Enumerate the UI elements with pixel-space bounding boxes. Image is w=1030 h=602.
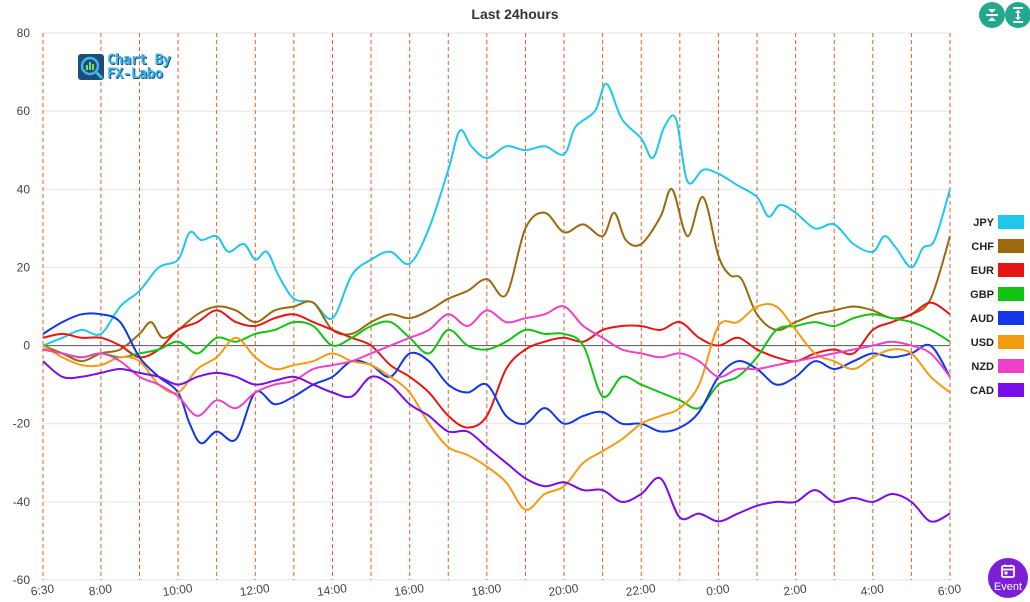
x-tick-label: 6:00 xyxy=(937,581,962,598)
x-tick-label: 22:00 xyxy=(625,581,657,599)
legend-swatch xyxy=(998,311,1024,325)
y-tick-label: -60 xyxy=(13,573,31,587)
event-button[interactable]: Event xyxy=(988,558,1028,598)
legend-swatch xyxy=(998,359,1024,373)
legend-label: EUR xyxy=(970,265,994,277)
legend-label: CAD xyxy=(970,385,994,397)
event-label: Event xyxy=(993,581,1023,593)
chart-logo-icon xyxy=(78,54,104,80)
calendar-icon xyxy=(1001,564,1015,578)
series-line-cad xyxy=(42,360,951,523)
logo-line1: Chart By xyxy=(107,52,171,68)
legend-swatch xyxy=(998,239,1024,253)
y-tick-label: -40 xyxy=(13,495,31,509)
y-tick-label: 20 xyxy=(17,260,31,274)
legend-item-aud[interactable]: AUD xyxy=(966,309,1024,333)
legend-label: CHF xyxy=(971,241,994,253)
x-tick-label: 8:00 xyxy=(88,581,113,598)
zoom-fit-button[interactable] xyxy=(979,2,1005,28)
legend-item-chf[interactable]: CHF xyxy=(966,237,1024,261)
series-line-gbp xyxy=(42,313,951,410)
series-line-jpy xyxy=(42,82,951,347)
legend-item-nzd[interactable]: NZD xyxy=(966,357,1024,381)
legend-label: NZD xyxy=(971,361,994,373)
legend-swatch xyxy=(998,383,1024,397)
legend-label: JPY xyxy=(973,217,994,229)
legend-swatch xyxy=(998,335,1024,349)
expand-vertical-icon xyxy=(1013,7,1023,23)
legend-item-cad[interactable]: CAD xyxy=(966,381,1024,405)
series-line-nzd xyxy=(42,305,951,417)
collapse-vertical-icon xyxy=(986,9,998,21)
y-tick-label: 0 xyxy=(23,339,30,353)
legend-swatch xyxy=(998,287,1024,301)
fx-labo-logo: Chart By FX-Labo xyxy=(78,53,174,83)
zoom-full-button[interactable] xyxy=(1005,2,1030,28)
x-tick-label: 14:00 xyxy=(316,581,348,599)
series-line-aud xyxy=(42,312,951,445)
series-line-chf xyxy=(42,188,951,363)
legend-item-gbp[interactable]: GBP xyxy=(966,285,1024,309)
y-tick-label: 80 xyxy=(17,26,31,40)
legend-item-eur[interactable]: EUR xyxy=(966,261,1024,285)
x-tick-label: 20:00 xyxy=(548,581,580,599)
chart-title: Last 24hours xyxy=(471,6,559,22)
chart-legend: JPY CHF EUR GBP AUD USD NZD CAD xyxy=(966,213,1024,405)
x-tick-label: 0:00 xyxy=(705,581,730,598)
logo-text: Chart By FX-Labo xyxy=(107,52,171,82)
y-tick-label: 60 xyxy=(17,104,31,118)
x-tick-label: 18:00 xyxy=(470,581,502,599)
legend-item-usd[interactable]: USD xyxy=(966,333,1024,357)
legend-label: GBP xyxy=(970,289,994,301)
x-tick-label: 12:00 xyxy=(239,581,271,599)
x-tick-label: 4:00 xyxy=(860,581,885,598)
x-tick-label: 10:00 xyxy=(162,581,194,599)
series-line-usd xyxy=(42,303,951,511)
x-tick-label: 16:00 xyxy=(393,581,425,599)
x-tick-label: 6:30 xyxy=(30,581,55,598)
legend-swatch xyxy=(998,215,1024,229)
x-tick-label: 2:00 xyxy=(783,581,808,598)
legend-item-jpy[interactable]: JPY xyxy=(966,213,1024,237)
y-tick-label: 40 xyxy=(17,182,31,196)
legend-swatch xyxy=(998,263,1024,277)
logo-line2: FX-Labo xyxy=(107,66,163,82)
legend-label: USD xyxy=(970,337,994,349)
legend-label: AUD xyxy=(970,313,994,325)
y-tick-label: -20 xyxy=(13,417,31,431)
